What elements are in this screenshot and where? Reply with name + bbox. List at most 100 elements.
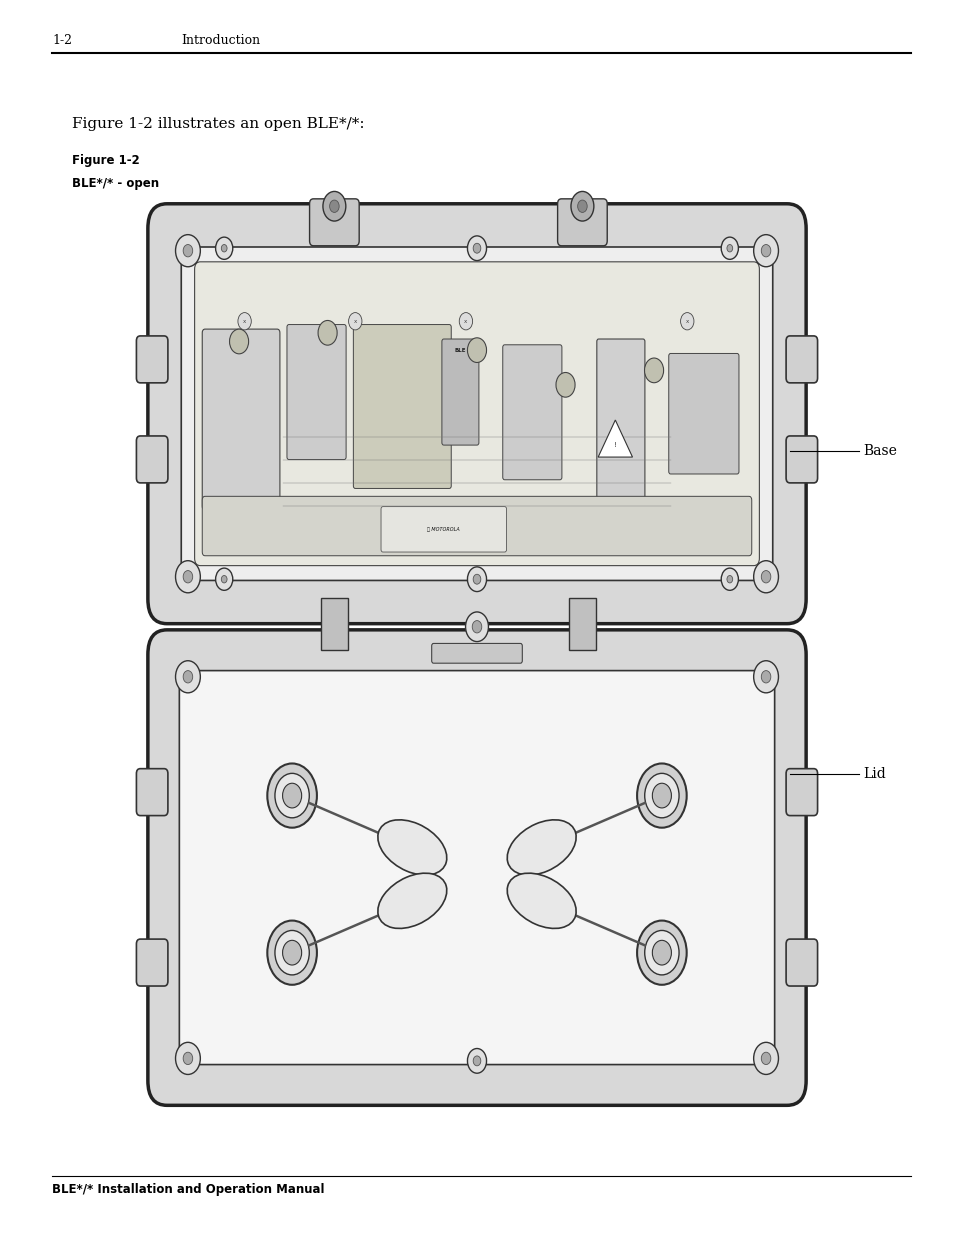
Circle shape: [465, 613, 488, 642]
Text: Ⓜ MOTOROLA: Ⓜ MOTOROLA: [427, 527, 459, 532]
Circle shape: [720, 568, 738, 590]
Circle shape: [467, 1049, 486, 1073]
Circle shape: [473, 243, 480, 253]
Circle shape: [760, 245, 770, 257]
FancyBboxPatch shape: [380, 506, 506, 552]
FancyBboxPatch shape: [441, 338, 478, 445]
Circle shape: [467, 567, 486, 592]
Circle shape: [348, 312, 361, 330]
Circle shape: [577, 200, 586, 212]
FancyBboxPatch shape: [136, 939, 168, 986]
Text: Figure 1-2 illustrates an open BLE*/*:: Figure 1-2 illustrates an open BLE*/*:: [71, 117, 364, 131]
FancyBboxPatch shape: [202, 329, 279, 510]
Circle shape: [473, 1056, 480, 1066]
FancyBboxPatch shape: [136, 768, 168, 815]
Circle shape: [183, 1052, 193, 1065]
FancyBboxPatch shape: [136, 336, 168, 383]
Circle shape: [458, 312, 472, 330]
Ellipse shape: [377, 820, 446, 876]
FancyBboxPatch shape: [502, 345, 561, 479]
Circle shape: [274, 930, 309, 974]
Circle shape: [753, 1042, 778, 1074]
Text: 1-2: 1-2: [52, 33, 72, 47]
Circle shape: [274, 773, 309, 818]
FancyBboxPatch shape: [353, 325, 451, 489]
Ellipse shape: [377, 873, 446, 929]
Text: Lid: Lid: [862, 767, 885, 781]
FancyBboxPatch shape: [148, 630, 805, 1105]
Circle shape: [267, 920, 316, 984]
Circle shape: [637, 920, 686, 984]
Circle shape: [644, 930, 679, 974]
Circle shape: [221, 245, 227, 252]
Circle shape: [760, 571, 770, 583]
Text: Introduction: Introduction: [181, 33, 260, 47]
Circle shape: [753, 235, 778, 267]
Circle shape: [175, 661, 200, 693]
Circle shape: [753, 661, 778, 693]
FancyBboxPatch shape: [668, 353, 739, 474]
Circle shape: [267, 763, 316, 827]
Circle shape: [221, 576, 227, 583]
Circle shape: [215, 568, 233, 590]
Circle shape: [644, 358, 663, 383]
Text: !: !: [613, 442, 617, 448]
Circle shape: [282, 783, 301, 808]
Text: x: x: [464, 319, 467, 324]
Circle shape: [652, 783, 671, 808]
FancyBboxPatch shape: [597, 338, 644, 532]
Circle shape: [726, 576, 732, 583]
FancyBboxPatch shape: [194, 262, 759, 566]
Circle shape: [183, 571, 193, 583]
Text: BLE: BLE: [455, 347, 466, 353]
Circle shape: [322, 191, 345, 221]
FancyBboxPatch shape: [202, 496, 751, 556]
Circle shape: [175, 1042, 200, 1074]
Text: BLE*/* - open: BLE*/* - open: [71, 177, 158, 190]
Ellipse shape: [507, 820, 576, 876]
FancyBboxPatch shape: [568, 598, 595, 650]
FancyBboxPatch shape: [148, 204, 805, 624]
Circle shape: [330, 200, 339, 212]
FancyBboxPatch shape: [785, 768, 817, 815]
FancyBboxPatch shape: [181, 247, 772, 580]
Ellipse shape: [507, 873, 576, 929]
Circle shape: [467, 338, 486, 363]
FancyBboxPatch shape: [785, 436, 817, 483]
Circle shape: [556, 373, 575, 398]
Text: Figure 1-2: Figure 1-2: [71, 154, 139, 168]
Circle shape: [237, 312, 251, 330]
Circle shape: [644, 773, 679, 818]
Circle shape: [652, 940, 671, 965]
Circle shape: [726, 245, 732, 252]
Circle shape: [473, 574, 480, 584]
FancyBboxPatch shape: [287, 325, 346, 459]
Circle shape: [760, 1052, 770, 1065]
Text: BLE*/* Installation and Operation Manual: BLE*/* Installation and Operation Manual: [52, 1183, 325, 1197]
Text: Base: Base: [862, 443, 897, 458]
Circle shape: [760, 671, 770, 683]
Circle shape: [467, 236, 486, 261]
Circle shape: [175, 235, 200, 267]
FancyBboxPatch shape: [179, 671, 774, 1065]
Circle shape: [183, 671, 193, 683]
Circle shape: [317, 320, 336, 345]
Circle shape: [215, 237, 233, 259]
FancyBboxPatch shape: [557, 199, 607, 246]
Circle shape: [720, 237, 738, 259]
Text: x: x: [685, 319, 688, 324]
Circle shape: [282, 940, 301, 965]
FancyBboxPatch shape: [431, 643, 522, 663]
Circle shape: [230, 329, 249, 353]
Circle shape: [570, 191, 593, 221]
Circle shape: [679, 312, 693, 330]
FancyBboxPatch shape: [320, 598, 348, 650]
FancyBboxPatch shape: [785, 939, 817, 986]
Circle shape: [183, 245, 193, 257]
Text: x: x: [243, 319, 246, 324]
Circle shape: [472, 621, 481, 632]
FancyBboxPatch shape: [309, 199, 358, 246]
Text: x: x: [354, 319, 356, 324]
FancyBboxPatch shape: [785, 336, 817, 383]
Circle shape: [175, 561, 200, 593]
